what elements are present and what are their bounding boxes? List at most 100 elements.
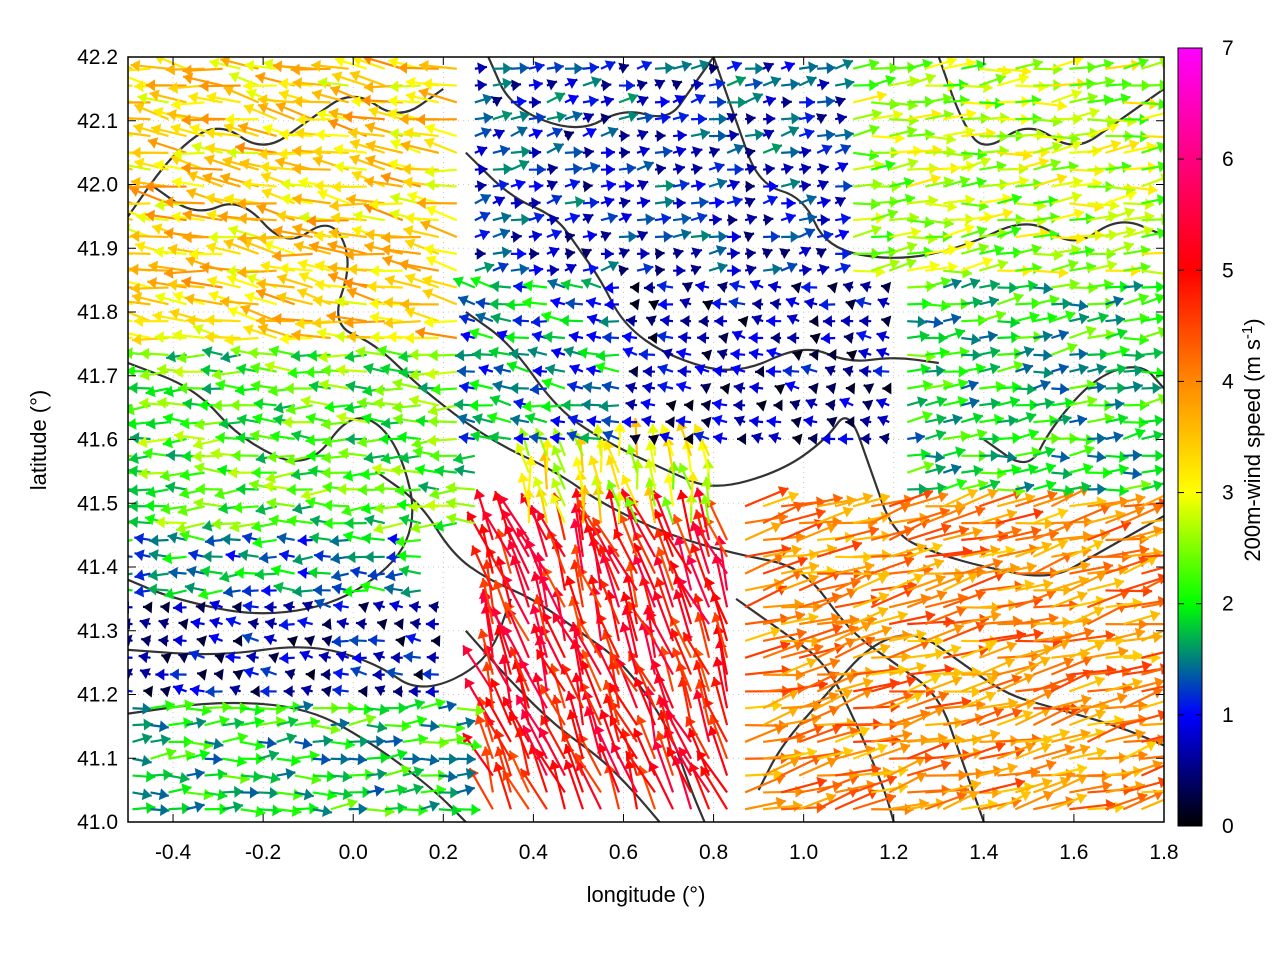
wind-arrow <box>312 753 331 766</box>
wind-arrow-head <box>268 652 280 664</box>
wind-arrow-head <box>646 610 657 621</box>
wind-arrow-head <box>429 753 440 766</box>
wind-arrow-head <box>322 635 333 647</box>
wind-arrow-head <box>110 401 120 413</box>
wind-arrow-head <box>1157 776 1164 789</box>
wind-arrow-head <box>580 649 592 661</box>
wind-arrow <box>608 682 638 726</box>
wind-arrow-head <box>655 731 667 742</box>
wind-arrow <box>204 737 224 750</box>
wind-arrow <box>393 685 403 698</box>
wind-arrow-head <box>992 668 1002 681</box>
wind-arrow <box>384 784 408 796</box>
wind-arrow-head <box>342 770 353 783</box>
wind-arrow <box>332 684 349 697</box>
wind-arrow <box>780 657 817 676</box>
wind-arrow-head <box>249 786 259 799</box>
wind-arrow <box>330 738 355 750</box>
wind-arrow <box>384 764 412 777</box>
wind-arrow-head <box>451 804 462 817</box>
wind-arrow-head <box>145 802 156 815</box>
wind-arrow-head <box>1076 763 1088 776</box>
wind-arrow <box>1141 798 1164 811</box>
wind-arrow-head <box>846 717 857 730</box>
wind-arrow <box>502 696 530 743</box>
wind-arrow-head <box>181 783 192 796</box>
wind-arrow-head <box>989 729 1000 741</box>
wind-arrow-head <box>155 668 165 681</box>
wind-arrow-head <box>243 666 254 679</box>
wind-arrow-head <box>264 633 275 646</box>
wind-arrow-head <box>160 734 171 746</box>
wind-arrow-head <box>108 537 118 549</box>
wind-arrow <box>529 604 548 659</box>
wind-arrow <box>276 754 301 767</box>
wind-arrow-head <box>242 632 253 644</box>
wind-arrow-head <box>775 796 786 809</box>
wind-arrow <box>456 767 476 780</box>
wind-arrow-head <box>164 699 175 712</box>
wind-arrow-head <box>118 327 128 339</box>
wind-arrow-head <box>1101 780 1112 793</box>
wind-arrow-head <box>107 467 116 479</box>
wind-arrow-head <box>416 715 427 727</box>
wind-arrow-head <box>563 744 575 755</box>
wind-arrow <box>1087 646 1129 659</box>
wind-arrow-head <box>1151 687 1163 699</box>
wind-arrow-head <box>414 698 425 711</box>
wind-arrow <box>871 781 909 794</box>
wind-arrow-head <box>831 723 842 735</box>
wind-arrow-head <box>462 733 474 744</box>
wind-arrow <box>222 732 248 744</box>
wind-arrow <box>494 746 512 793</box>
wind-arrow-head <box>993 706 1004 718</box>
wind-arrow <box>492 761 512 810</box>
wind-arrow-head <box>902 729 913 742</box>
wind-arrow-head <box>246 651 257 664</box>
wind-arrow <box>888 772 927 794</box>
wind-arrow-head <box>408 685 418 698</box>
wind-arrow <box>177 652 189 664</box>
wind-arrow <box>456 704 486 717</box>
wind-arrow <box>402 698 425 711</box>
wind-arrow <box>402 752 422 765</box>
wind-arrow <box>294 788 314 801</box>
wind-arrow <box>462 644 494 693</box>
wind-arrow-head <box>548 760 561 771</box>
wind-arrow-head <box>321 753 331 766</box>
wind-arrow <box>464 677 494 726</box>
wind-arrow-shaft <box>1141 651 1164 659</box>
wind-arrow <box>798 723 843 743</box>
wind-arrow <box>484 696 512 743</box>
wind-arrow-head <box>489 678 501 689</box>
wind-arrow <box>150 734 171 746</box>
wind-arrow <box>366 768 387 781</box>
wind-arrow-head <box>322 805 333 817</box>
wind-arrow-head <box>128 668 133 680</box>
wind-arrow <box>477 628 494 675</box>
wind-arrow <box>250 685 260 698</box>
wind-arrow-head <box>161 652 172 664</box>
wind-arrow <box>333 667 349 680</box>
wind-arrow <box>834 688 873 710</box>
wind-arrow-shaft <box>1141 755 1164 760</box>
wind-arrow-head <box>516 694 527 706</box>
wind-arrow-head <box>793 640 804 652</box>
wind-arrow <box>979 777 1026 794</box>
wind-arrow-head <box>305 668 316 681</box>
wind-arrow <box>508 646 530 692</box>
wind-arrow <box>996 790 1032 811</box>
wind-arrow <box>132 718 153 731</box>
wind-arrow-head <box>1064 743 1075 756</box>
wind-arrow <box>1051 694 1092 710</box>
wind-arrow-head <box>429 719 440 732</box>
wind-arrow-shaft <box>658 696 692 743</box>
wind-arrow <box>222 785 244 798</box>
wind-arrow <box>762 706 799 727</box>
wind-arrow-head <box>266 736 277 749</box>
wind-arrow-head <box>538 727 550 739</box>
wind-arrow <box>1033 743 1075 760</box>
wind-arrow-head <box>1157 709 1164 722</box>
wind-arrow <box>1014 790 1054 811</box>
wind-arrow <box>284 668 296 680</box>
